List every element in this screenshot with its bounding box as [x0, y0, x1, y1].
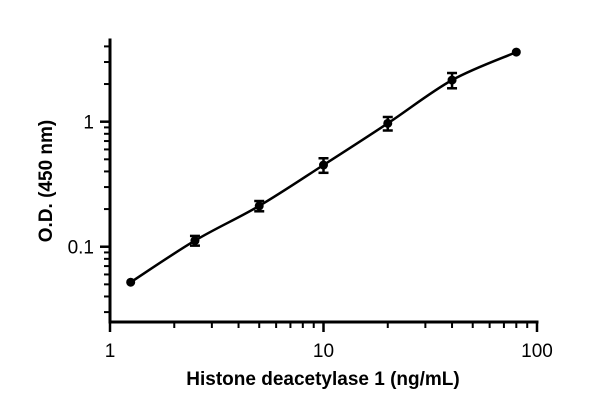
tick-labels: 1 10 100 0.1 1: [68, 113, 553, 362]
y-tick-label: 0.1: [68, 238, 94, 259]
data-point: [319, 160, 328, 170]
x-tick-label: 1: [105, 341, 116, 362]
data-point: [190, 236, 200, 246]
y-axis-title: O.D. (450 nm): [36, 120, 57, 242]
plot-area: [126, 47, 521, 287]
ticks: [100, 45, 539, 332]
axes: [108, 38, 539, 324]
data-point: [383, 118, 393, 128]
x-tick-label: 100: [521, 341, 553, 362]
x-tick-label: 10: [313, 341, 334, 362]
x-axis-title: Histone deacetylase 1 (ng/mL): [186, 369, 459, 390]
data-point: [447, 75, 457, 85]
data-point: [126, 277, 136, 287]
data-point: [254, 201, 264, 211]
data-point: [511, 47, 521, 57]
y-tick-label: 1: [83, 113, 94, 134]
